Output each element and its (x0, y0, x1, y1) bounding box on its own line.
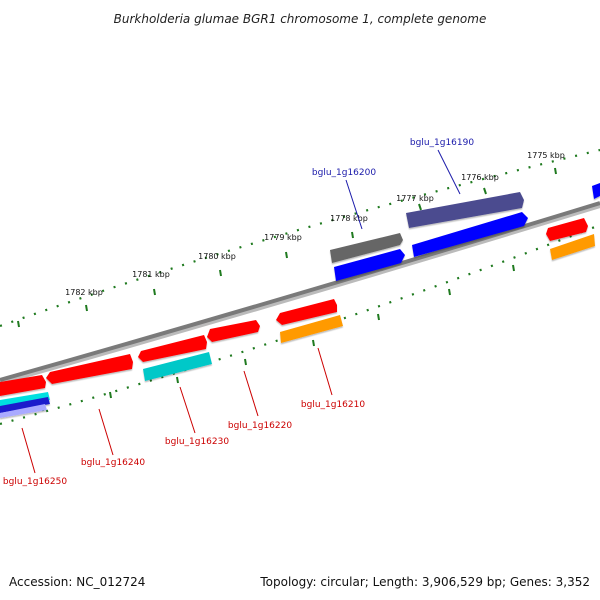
major-tick (17, 320, 20, 328)
gene-label-bglu_1g16230[interactable]: bglu_1g16230 (165, 437, 229, 447)
major-tick (153, 288, 156, 296)
gene-arrow-blue[interactable] (0, 397, 50, 413)
gene-arrow-red[interactable] (276, 299, 337, 325)
gene-bglu_1g16210-arrow[interactable] (280, 315, 343, 343)
major-tick (219, 269, 222, 277)
gene-label-bglu_1g16240[interactable]: bglu_1g16240 (81, 458, 145, 468)
leader-bglu_1g16190 (437, 149, 461, 195)
leader-bglu_1g16240 (98, 408, 114, 456)
inner-dotted-ring (0, 223, 600, 426)
gene-bglu_1g16230-arrow[interactable] (143, 352, 212, 381)
major-tick (418, 203, 422, 211)
major-tick (109, 391, 112, 399)
major-tick (312, 339, 315, 347)
major-tick (244, 358, 247, 366)
gene-arrow-blue[interactable] (334, 249, 405, 281)
map-title: Burkholderia glumae BGR1 chromosome 1, c… (114, 12, 487, 26)
accession-text: Accession: NC_012724 (9, 575, 145, 589)
major-tick (512, 264, 515, 272)
gene-arrow-red[interactable] (546, 218, 588, 241)
kbp-label: 1780 kbp (198, 252, 236, 261)
major-tick (351, 231, 354, 239)
leader-bglu_1g16200 (345, 179, 363, 230)
major-tick (285, 251, 288, 259)
gene-arrow-red[interactable] (138, 335, 207, 362)
label-leaders (21, 149, 461, 474)
gene-label-bglu_1g16220[interactable]: bglu_1g16220 (228, 421, 292, 431)
gene-arrow-red[interactable] (46, 354, 133, 384)
gene-arrow-blue[interactable] (592, 183, 600, 199)
major-tick (483, 187, 487, 195)
inner-major-ticks (41, 264, 515, 412)
gene-label-bglu_1g16200[interactable]: bglu_1g16200 (312, 168, 376, 178)
backbone (0, 201, 600, 382)
reverse-features (0, 212, 595, 418)
major-tick (85, 304, 88, 312)
gene-arrow-red[interactable] (0, 375, 46, 396)
major-tick (448, 288, 451, 296)
kbp-label: 1775 kbp (527, 151, 565, 160)
gene-arrow-orange[interactable] (550, 234, 595, 260)
gene-arrow-light[interactable] (0, 404, 47, 418)
forward-features (0, 183, 600, 396)
kbp-label: 1781 kbp (132, 270, 170, 279)
kbp-label: 1778 kbp (330, 214, 368, 223)
kbp-label: 1779 kbp (264, 233, 302, 242)
kbp-label: 1776 kbp (461, 173, 499, 182)
gene-arrow-blue[interactable] (412, 212, 528, 257)
kbp-label: 1782 kbp (65, 288, 103, 297)
kbp-label: 1777 kbp (396, 194, 434, 203)
major-tick (176, 376, 179, 384)
gene-label-bglu_1g16250[interactable]: bglu_1g16250 (3, 477, 67, 487)
leader-bglu_1g16230 (179, 386, 196, 434)
major-tick (554, 167, 557, 175)
gene-arrow-red[interactable] (207, 320, 260, 342)
gene-label-bglu_1g16190[interactable]: bglu_1g16190 (410, 138, 474, 148)
gene-label-bglu_1g16210[interactable]: bglu_1g16210 (301, 400, 365, 410)
major-tick (377, 313, 380, 321)
outer-major-ticks (17, 167, 557, 328)
gene-bglu_1g16190-arrow[interactable] (406, 192, 524, 228)
topology-summary: Topology: circular; Length: 3,906,529 bp… (259, 575, 590, 589)
gene-bglu_1g16200-arrow[interactable] (330, 233, 403, 263)
leader-bglu_1g16220 (243, 370, 259, 417)
leader-bglu_1g16250 (21, 427, 36, 474)
leader-bglu_1g16210 (317, 347, 333, 396)
